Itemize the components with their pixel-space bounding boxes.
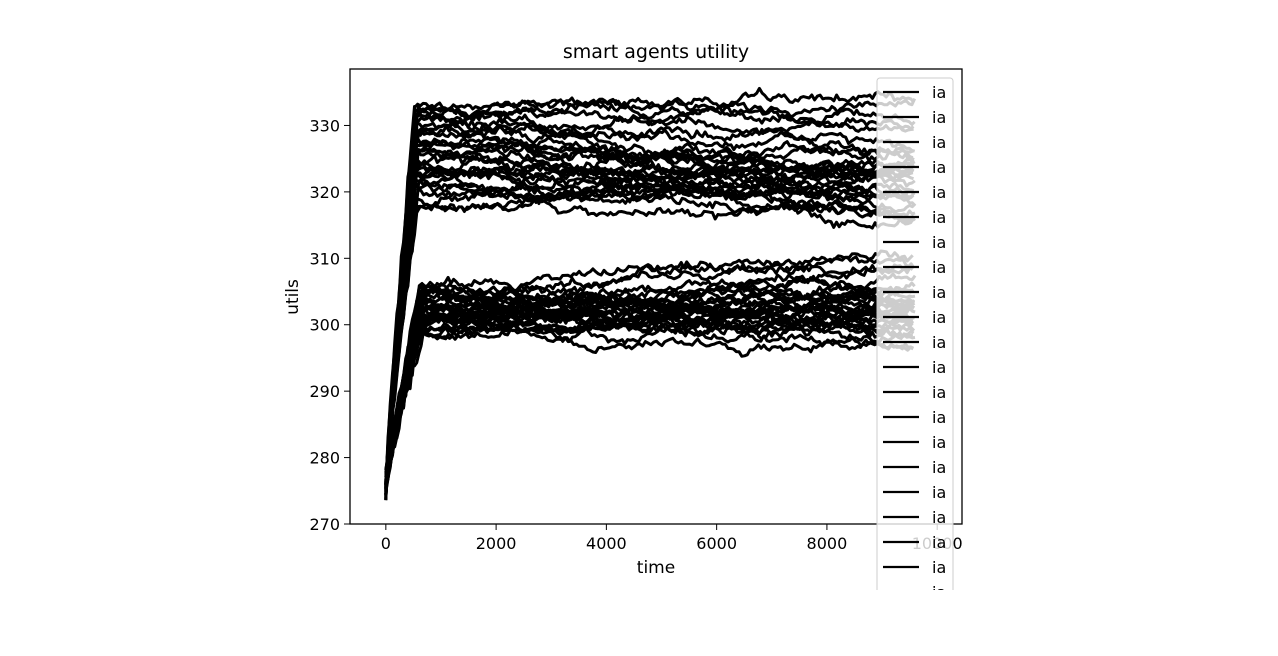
- legend-label: ia: [932, 408, 946, 427]
- series-line: [384, 305, 914, 493]
- y-tick-label: 320: [309, 183, 340, 202]
- legend-label: ia: [932, 133, 946, 152]
- x-tick-label: 6000: [696, 534, 737, 553]
- x-tick-label: 4000: [586, 534, 627, 553]
- legend-label: ia: [932, 508, 946, 527]
- y-tick-label: 280: [309, 449, 340, 468]
- legend-box: [876, 77, 954, 590]
- x-tick-label: 8000: [807, 534, 848, 553]
- legend-label: ia: [932, 158, 946, 177]
- series-line: [384, 124, 916, 491]
- x-axis: 0200040006000800010000: [381, 524, 963, 553]
- y-tick-label: 300: [309, 316, 340, 335]
- series-line: [384, 122, 914, 496]
- legend-label: ia: [932, 308, 946, 327]
- legend-label: ia: [932, 183, 946, 202]
- series-line: [384, 163, 914, 495]
- legend-label: ia: [932, 558, 946, 577]
- legend-label: ia: [932, 258, 946, 277]
- legend-label: ia: [932, 533, 946, 552]
- legend-label: ia: [932, 108, 946, 127]
- series-line: [384, 289, 913, 484]
- y-axis: 270 280 290 300 310 320 330: [309, 116, 350, 534]
- legend-label: ia: [932, 483, 946, 502]
- legend-label: ia: [932, 333, 946, 352]
- series-layer: [384, 86, 917, 501]
- y-tick-label: 330: [309, 116, 340, 135]
- series-line: [384, 265, 914, 490]
- legend-label: ia: [932, 433, 946, 452]
- series-line: [384, 178, 916, 497]
- series-line: [384, 86, 915, 489]
- chart-title: smart agents utility: [563, 41, 749, 63]
- legend-label: ia: [932, 233, 946, 252]
- x-axis-label: time: [637, 558, 675, 578]
- series-line: [384, 156, 915, 483]
- legend-label: ia: [932, 208, 946, 227]
- legend-label: ia: [932, 358, 946, 377]
- y-tick-label: 310: [309, 249, 340, 268]
- legend-label: ia: [932, 83, 946, 102]
- legend-label: ia: [932, 583, 946, 602]
- series-line: [384, 282, 915, 497]
- legend: ia ia ia ia ia ia ia ia ia ia ia ia ia ia ia ia ia ia ia ia…: [876, 77, 954, 602]
- series-line: [384, 104, 916, 495]
- plot-frame: [349, 68, 963, 525]
- series-line: [384, 196, 915, 492]
- y-tick-label: 270: [309, 515, 340, 534]
- series-line: [384, 313, 916, 483]
- legend-label: ia: [932, 383, 946, 402]
- x-tick-label: 0: [381, 534, 391, 553]
- series-line: [384, 263, 915, 490]
- legend-label: ia: [932, 458, 946, 477]
- series-line: [384, 288, 915, 488]
- legend-label: ia: [932, 283, 946, 302]
- series-line: [384, 327, 914, 490]
- y-tick-label: 290: [309, 382, 340, 401]
- series-line: [384, 169, 913, 478]
- x-tick-label: 2000: [476, 534, 517, 553]
- series-line: [384, 117, 914, 482]
- series-line: [384, 107, 914, 486]
- y-axis-label: utils: [283, 279, 303, 315]
